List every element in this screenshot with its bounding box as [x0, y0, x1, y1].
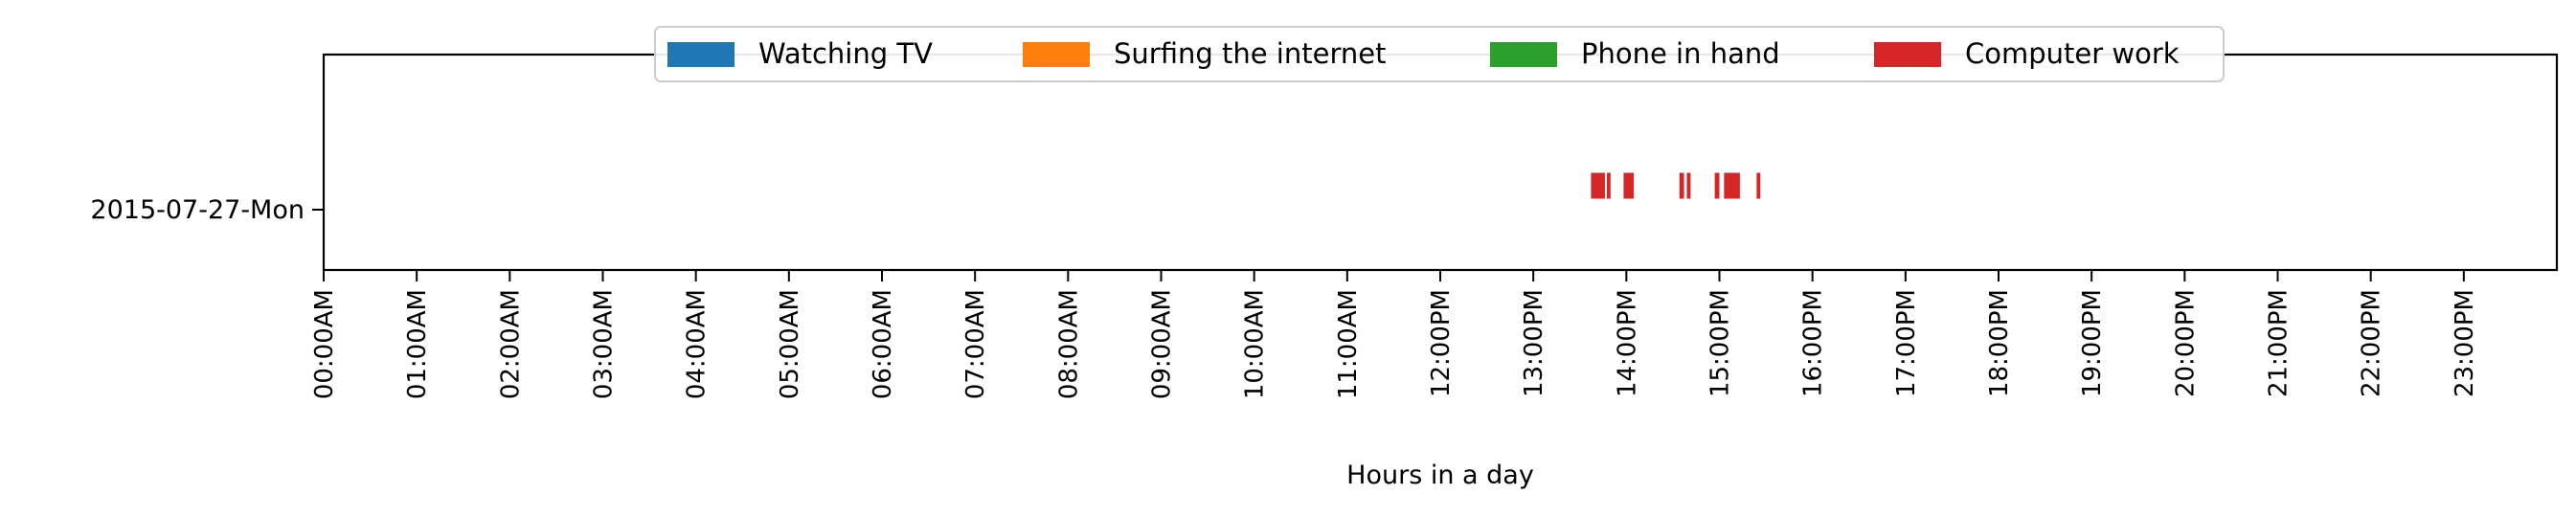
legend-label: Phone in hand: [1581, 37, 1780, 70]
legend-swatch: [1874, 42, 1941, 67]
legend-box: [654, 26, 2225, 82]
x-tick-label: 21:00PM: [2265, 289, 2294, 397]
x-tick-label: 11:00AM: [1334, 289, 1363, 399]
y-axis: 2015-07-27-Mon: [90, 195, 324, 225]
interval-bar: [1686, 172, 1691, 199]
x-tick-label: 04:00AM: [683, 289, 712, 399]
x-tick-label: 22:00PM: [2358, 289, 2386, 397]
legend-swatch: [1023, 42, 1090, 67]
x-tick-label: 17:00PM: [1892, 289, 1921, 397]
x-tick-label: 07:00AM: [961, 289, 990, 399]
x-tick-label: 16:00PM: [1799, 289, 1828, 397]
legend-swatch: [1490, 42, 1557, 67]
x-tick-label: 09:00AM: [1148, 289, 1177, 399]
legend-swatch: [667, 42, 734, 67]
x-tick-label: 00:00AM: [310, 289, 339, 399]
x-tick-label: 23:00PM: [2451, 289, 2479, 397]
legend-label: Watching TV: [758, 37, 933, 70]
x-tick-label: 10:00AM: [1241, 289, 1270, 399]
x-tick-label: 13:00PM: [1520, 289, 1548, 397]
x-tick-label: 19:00PM: [2078, 289, 2107, 397]
interval-bar: [1606, 172, 1611, 199]
interval-bar: [1756, 172, 1761, 199]
interval-bar: [1714, 172, 1720, 199]
plot-marks: [1591, 172, 1761, 199]
x-tick-label: 08:00AM: [1054, 289, 1083, 399]
y-tick-label: 2015-07-27-Mon: [90, 195, 305, 225]
axes-frame: [322, 53, 2559, 272]
interval-bar: [1591, 172, 1605, 199]
interval-bar: [1679, 172, 1684, 199]
legend-label: Surfing the internet: [1114, 37, 1386, 70]
x-tick-label: 01:00AM: [403, 289, 432, 399]
x-tick-label: 20:00PM: [2171, 289, 2200, 397]
interval-bar: [1724, 172, 1740, 199]
legend: Watching TV Surfing the internet Phone in …: [654, 26, 2225, 82]
x-tick-label: 18:00PM: [1985, 289, 2014, 397]
x-tick-label: 06:00AM: [869, 289, 897, 399]
x-tick-label: 14:00PM: [1613, 289, 1641, 397]
x-axis-label: Hours in a day: [1346, 461, 1534, 490]
interval-bar: [1623, 172, 1635, 199]
x-tick-label: 05:00AM: [776, 289, 804, 399]
legend-label: Computer work: [1965, 37, 2180, 70]
x-axis: 00:00AM 01:00AM 02:00AM 03:00AM 04:00AM 05:00…: [310, 270, 2479, 399]
x-tick-label: 02:00AM: [496, 289, 525, 399]
x-tick-label: 12:00PM: [1427, 289, 1456, 397]
x-tick-label: 15:00PM: [1706, 289, 1735, 397]
x-tick-label: 03:00AM: [590, 289, 619, 399]
